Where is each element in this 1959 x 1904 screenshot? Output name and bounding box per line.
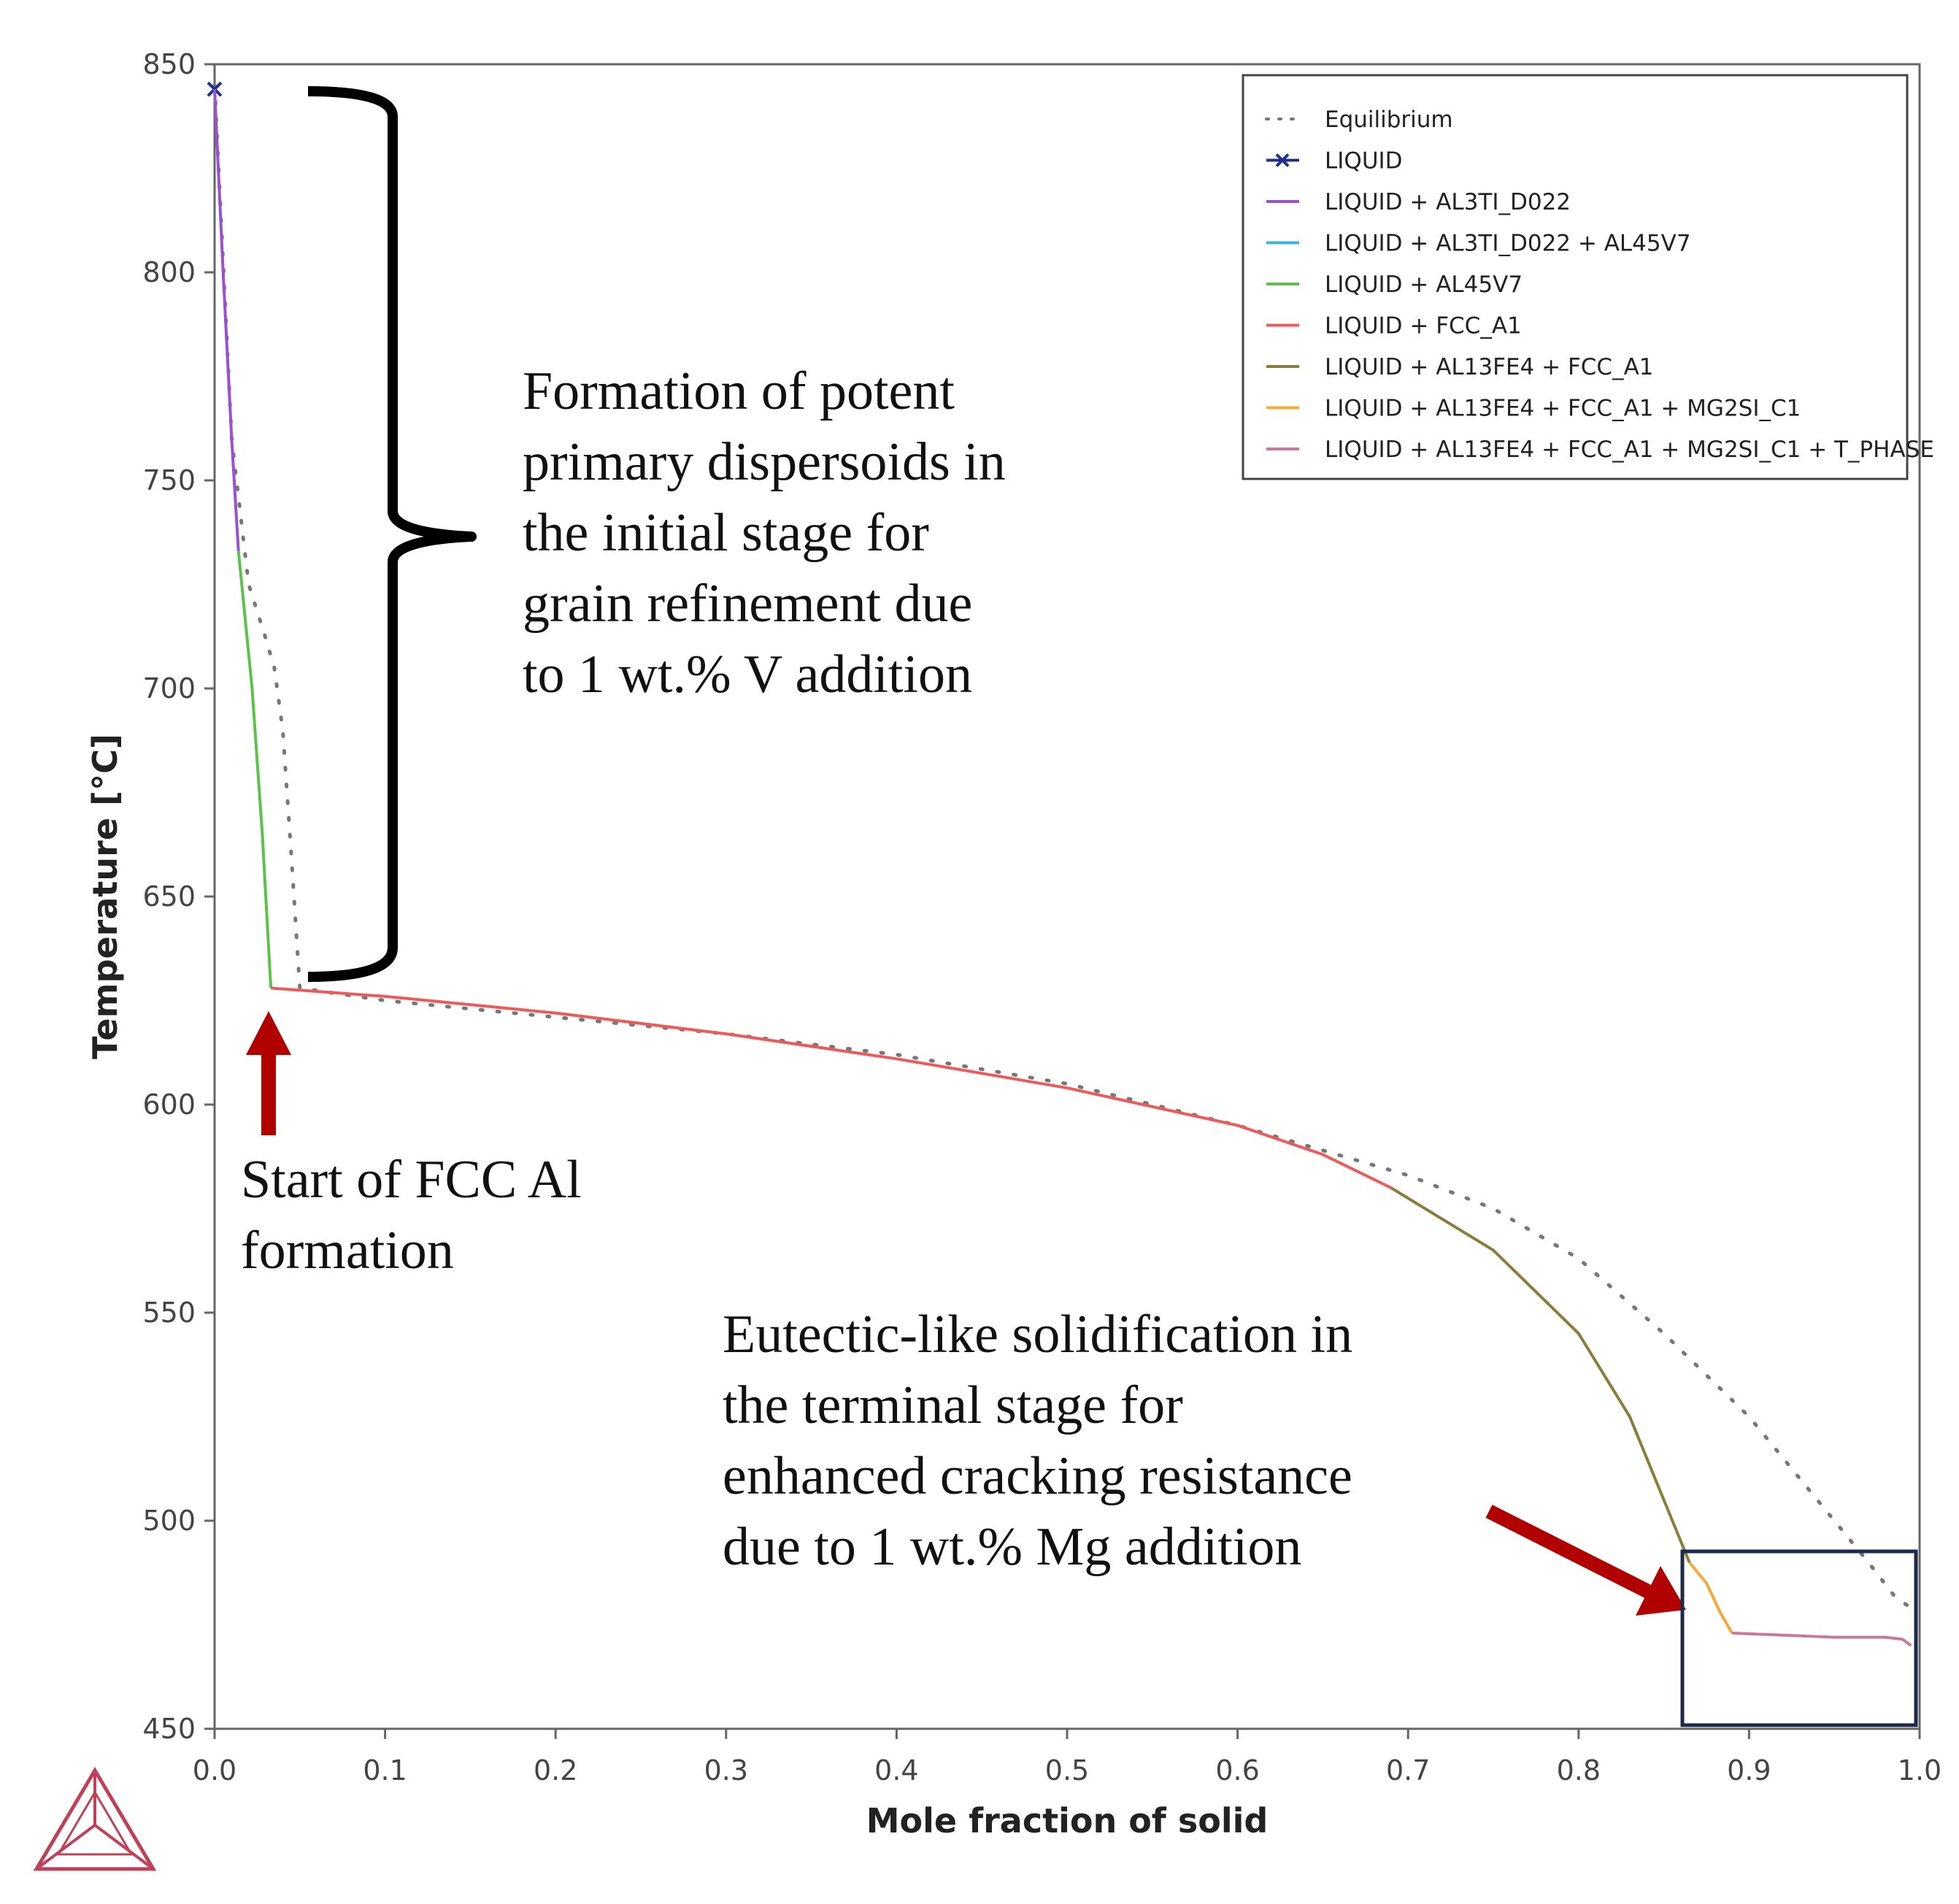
x-axis-title: Mole fraction of solid bbox=[866, 1801, 1269, 1840]
fcc-text-line-1: Start of FCC Al bbox=[241, 1150, 582, 1210]
series-6-line bbox=[1390, 1186, 1691, 1563]
brace-text-line-5: to 1 wt.% V addition bbox=[523, 645, 972, 705]
y-axis-title: Temperature [°C] bbox=[85, 734, 125, 1059]
fcc-text-line-2: formation bbox=[241, 1221, 454, 1281]
software-logo bbox=[33, 1767, 157, 1871]
legend-label: LIQUID + AL3TI_D022 bbox=[1325, 189, 1571, 215]
legend-label: LIQUID + AL3TI_D022 + AL45V7 bbox=[1325, 231, 1691, 257]
eutectic-arrow bbox=[1485, 1505, 1686, 1616]
x-tick-label: 0.6 bbox=[1215, 1754, 1259, 1786]
legend-label: LIQUID + AL13FE4 + FCC_A1 + MG2SI_C1 + T… bbox=[1325, 437, 1934, 463]
y-tick-label: 550 bbox=[142, 1297, 196, 1329]
legend-label: Equilibrium bbox=[1325, 107, 1453, 133]
curly-brace bbox=[307, 86, 477, 982]
fcc-start-arrow bbox=[246, 1011, 291, 1135]
legend-label: LIQUID bbox=[1325, 148, 1403, 174]
brace-annotation: Formation of potent primary dispersoids … bbox=[523, 361, 1006, 705]
y-tick-label: 600 bbox=[142, 1089, 196, 1121]
y-tick-label: 850 bbox=[142, 48, 196, 80]
brace-text-line-1: Formation of potent bbox=[523, 361, 955, 421]
fcc-arrow-head bbox=[246, 1011, 291, 1055]
logo-line-3 bbox=[93, 1824, 155, 1870]
axis-ticks: 0.0 0.1 0.2 0.3 0.4 0.5 0.6 0.7 0.8 0.9 1.0 450 500 5… bbox=[142, 48, 1941, 1786]
x-tick-label: 0.1 bbox=[363, 1754, 407, 1786]
series-8-line bbox=[1731, 1631, 1912, 1647]
brace-text-line-2: primary dispersoids in bbox=[523, 432, 1006, 492]
eutectic-text-line-2: the terminal stage for bbox=[723, 1375, 1183, 1435]
data-series bbox=[207, 81, 1913, 1647]
y-tick-label: 800 bbox=[142, 256, 196, 288]
eutectic-text-line-4: due to 1 wt.% Mg addition bbox=[723, 1517, 1301, 1577]
x-tick-label: 0.5 bbox=[1045, 1754, 1089, 1786]
series-7-line bbox=[1688, 1561, 1733, 1634]
series-5-line bbox=[270, 986, 1392, 1189]
legend-label: LIQUID + AL45V7 bbox=[1325, 272, 1523, 298]
fcc-annotation: Start of FCC Al formation bbox=[241, 1150, 582, 1281]
legend-label: LIQUID + AL13FE4 + FCC_A1 + MG2SI_C1 bbox=[1325, 396, 1801, 422]
y-tick-label: 750 bbox=[142, 464, 196, 496]
x-tick-label: 0.3 bbox=[704, 1754, 748, 1786]
eutectic-text-line-3: enhanced cracking resistance bbox=[723, 1446, 1352, 1506]
eutectic-arrow-shaft bbox=[1485, 1505, 1652, 1598]
series-4-line bbox=[236, 550, 273, 989]
y-tick-label: 500 bbox=[142, 1505, 196, 1537]
x-tick-label: 0.9 bbox=[1727, 1754, 1771, 1786]
y-tick-label: 650 bbox=[142, 880, 196, 913]
logo-line-2 bbox=[35, 1824, 96, 1870]
eutectic-highlight-box bbox=[1680, 1549, 1918, 1727]
x-tick-label: 0.8 bbox=[1557, 1754, 1601, 1786]
legend-label: LIQUID + FCC_A1 bbox=[1325, 313, 1522, 339]
x-tick-label: 0.4 bbox=[874, 1754, 918, 1786]
legend-label: LIQUID + AL13FE4 + FCC_A1 bbox=[1325, 354, 1654, 380]
eutectic-arrow-head bbox=[1636, 1566, 1686, 1616]
legend-box bbox=[1242, 74, 1909, 480]
series-2-line bbox=[213, 89, 240, 552]
logo-outer-triangle bbox=[33, 1767, 157, 1871]
eutectic-text-line-1: Eutectic-like solidification in bbox=[723, 1305, 1352, 1364]
y-tick-label: 450 bbox=[142, 1713, 196, 1745]
x-tick-label: 0.0 bbox=[193, 1754, 236, 1786]
x-tick-label: 0.7 bbox=[1386, 1754, 1430, 1786]
logo-inner-triangle bbox=[56, 1790, 134, 1856]
x-tick-label: 0.2 bbox=[534, 1754, 577, 1786]
eutectic-annotation: Eutectic-like solidification in the term… bbox=[723, 1305, 1352, 1577]
legend: Equilibrium LIQUID LIQUID + AL3TI_D022 LIQU… bbox=[1265, 107, 1934, 463]
brace-text-line-4: grain refinement due bbox=[523, 574, 972, 634]
brace-text-line-3: the initial stage for bbox=[523, 503, 929, 563]
series-0-line bbox=[212, 83, 1913, 1611]
legend-marker-stroke-b bbox=[1275, 153, 1290, 167]
y-tick-label: 700 bbox=[142, 672, 196, 705]
x-tick-label: 1.0 bbox=[1898, 1754, 1941, 1786]
